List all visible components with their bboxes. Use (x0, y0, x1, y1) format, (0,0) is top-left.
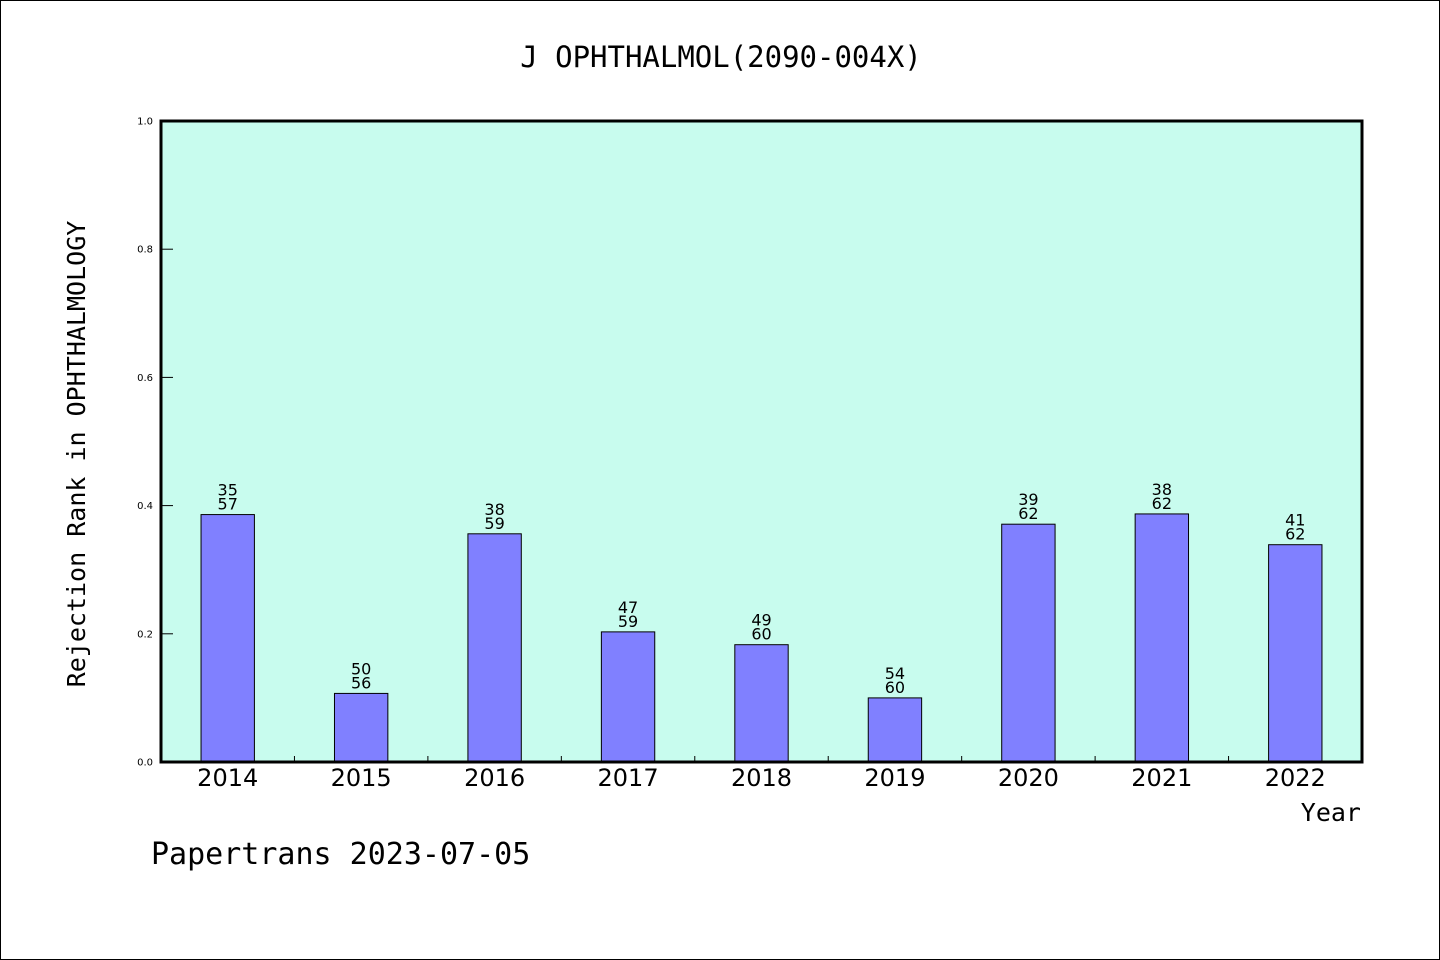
bar-label-top-2015: 50 (351, 659, 371, 678)
x-tick-label: 2016 (464, 764, 525, 792)
x-tick-label: 2019 (864, 764, 925, 792)
bar-2021 (1134, 513, 1190, 763)
footer-text: Papertrans 2023-07-05 (151, 837, 530, 872)
bar-2022 (1268, 544, 1323, 763)
bar-label-top-2021: 38 (1152, 480, 1172, 499)
bar-label-bottom-2018: 60 (751, 625, 771, 644)
bar-label-bottom-2021: 62 (1152, 494, 1172, 513)
x-tick-label: 2017 (598, 764, 659, 792)
x-tick-label: 2022 (1265, 764, 1326, 792)
bar-label-top-2016: 38 (484, 500, 504, 519)
bar-label-bottom-2015: 56 (351, 673, 371, 692)
bar-2018 (734, 644, 789, 763)
x-tick-label: 2020 (998, 764, 1059, 792)
y-tick-label: 1.0 (137, 117, 153, 128)
x-tick-label: 2014 (197, 764, 258, 792)
bar-label-bottom-2016: 59 (484, 514, 504, 533)
bar-label-top-2019: 54 (885, 664, 905, 683)
y-tick-label: 0.4 (137, 501, 153, 512)
bar-2017 (600, 631, 656, 763)
plot-border (159, 119, 1364, 764)
bar-label-bottom-2017: 59 (618, 612, 638, 631)
bar-label-top-2014: 35 (218, 481, 238, 500)
ticks-group: 0.0 0.2 0.4 0.6 0.8 1.0 2014 2015 2016 2017 2018 20… (137, 117, 1326, 793)
y-tick-label: 0.8 (137, 245, 153, 256)
y-tick-label: 0.6 (137, 373, 153, 384)
y-axis-label: Rejection Rank in OPHTHALMOLOGY (62, 221, 91, 688)
bar-label-bottom-2020: 62 (1018, 504, 1038, 523)
bar-2015 (333, 692, 389, 763)
x-tick-label: 2018 (731, 764, 792, 792)
bar-label-top-2018: 49 (751, 611, 771, 630)
bar-label-top-2017: 47 (618, 598, 638, 617)
x-axis-label: Year (1301, 798, 1361, 827)
x-tick-label: 2015 (331, 764, 392, 792)
bar-2020 (1001, 523, 1056, 763)
bar-2016 (467, 533, 522, 763)
bar-label-top-2020: 39 (1018, 490, 1038, 509)
chart-title: J OPHTHALMOL(2090-004X) (520, 40, 922, 74)
bar-2019 (867, 697, 923, 763)
bar-label-top-2022: 41 (1285, 511, 1305, 530)
bar-2014 (200, 514, 255, 763)
bar-label-bottom-2014: 57 (218, 495, 238, 514)
y-tick-label: 0.0 (137, 758, 153, 769)
bar-label-bottom-2019: 60 (885, 678, 905, 697)
x-tick-label: 2021 (1131, 764, 1192, 792)
y-tick-label: 0.2 (137, 629, 153, 640)
bar-label-bottom-2022: 62 (1285, 525, 1305, 544)
